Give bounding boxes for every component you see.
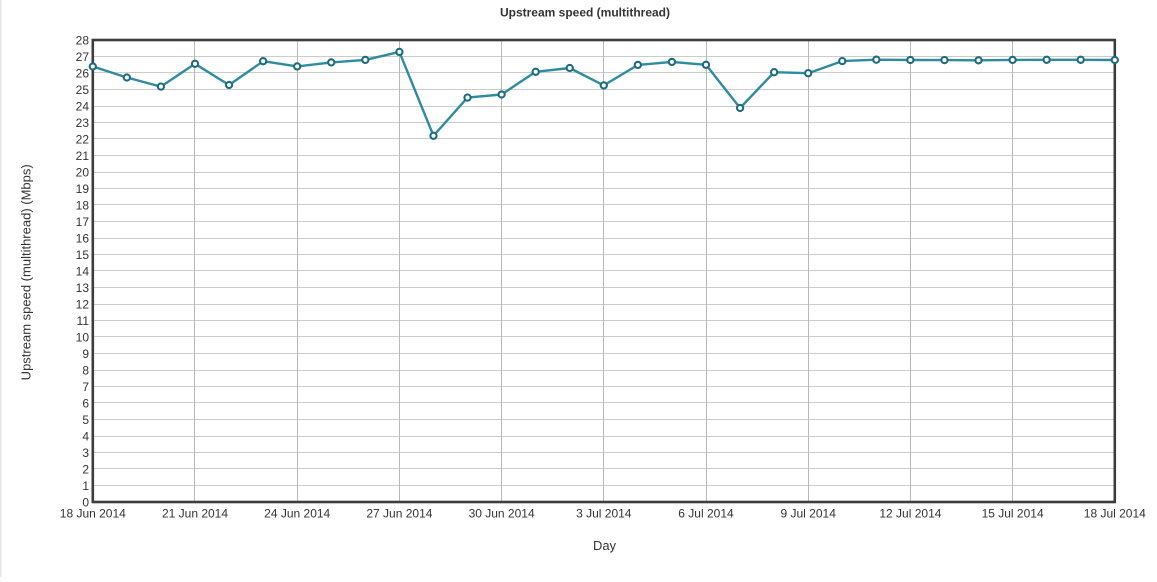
- svg-text:28: 28: [76, 34, 90, 48]
- svg-text:4: 4: [82, 430, 89, 444]
- svg-text:12 Jul 2014: 12 Jul 2014: [879, 507, 941, 521]
- svg-text:6: 6: [82, 397, 89, 411]
- svg-text:11: 11: [77, 314, 90, 328]
- svg-text:Upstream speed (multithread) (: Upstream speed (multithread) (Mbps): [19, 164, 34, 380]
- svg-text:23: 23: [76, 116, 90, 130]
- svg-text:Day: Day: [593, 538, 617, 553]
- svg-text:21 Jun 2014: 21 Jun 2014: [162, 507, 228, 521]
- svg-text:18 Jul 2014: 18 Jul 2014: [1084, 507, 1146, 521]
- svg-text:12: 12: [76, 298, 90, 312]
- svg-text:24: 24: [76, 100, 90, 114]
- svg-text:15 Jul 2014: 15 Jul 2014: [982, 507, 1044, 521]
- svg-text:7: 7: [82, 380, 89, 394]
- svg-text:3: 3: [82, 446, 89, 460]
- svg-text:25: 25: [76, 83, 90, 97]
- svg-text:15: 15: [76, 248, 90, 262]
- svg-text:21: 21: [76, 149, 90, 163]
- svg-text:27: 27: [76, 50, 90, 64]
- svg-text:14: 14: [76, 265, 90, 279]
- svg-text:20: 20: [76, 166, 90, 180]
- svg-text:0: 0: [82, 496, 89, 510]
- svg-text:16: 16: [76, 232, 90, 246]
- svg-text:9 Jul 2014: 9 Jul 2014: [781, 507, 837, 521]
- svg-text:27 Jun 2014: 27 Jun 2014: [366, 507, 432, 521]
- svg-text:10: 10: [76, 331, 90, 345]
- svg-text:6 Jul 2014: 6 Jul 2014: [678, 507, 734, 521]
- svg-text:13: 13: [76, 281, 90, 295]
- svg-text:Upstream speed (multithread): Upstream speed (multithread): [500, 5, 670, 19]
- svg-text:24 Jun 2014: 24 Jun 2014: [264, 507, 330, 521]
- svg-text:8: 8: [82, 364, 89, 378]
- svg-text:2: 2: [82, 463, 89, 477]
- svg-text:19: 19: [76, 182, 90, 196]
- svg-text:3 Jul 2014: 3 Jul 2014: [576, 507, 632, 521]
- svg-text:18: 18: [76, 199, 90, 213]
- svg-text:9: 9: [82, 347, 89, 361]
- svg-text:18 Jun 2014: 18 Jun 2014: [60, 507, 126, 521]
- svg-text:22: 22: [76, 133, 90, 147]
- svg-text:5: 5: [82, 413, 89, 427]
- svg-text:1: 1: [82, 479, 89, 493]
- svg-text:30 Jun 2014: 30 Jun 2014: [469, 507, 535, 521]
- svg-text:26: 26: [76, 67, 90, 81]
- svg-text:17: 17: [76, 215, 90, 229]
